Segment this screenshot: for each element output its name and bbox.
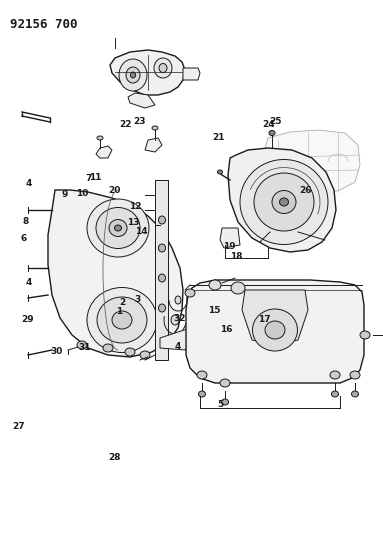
Ellipse shape	[265, 321, 285, 339]
Text: 25: 25	[270, 117, 282, 126]
Ellipse shape	[96, 207, 140, 248]
Text: 13: 13	[127, 219, 139, 227]
Polygon shape	[183, 68, 200, 80]
Ellipse shape	[221, 399, 229, 405]
Text: 18: 18	[231, 253, 243, 261]
Ellipse shape	[126, 67, 140, 83]
Ellipse shape	[171, 315, 179, 325]
Text: 22: 22	[119, 120, 132, 128]
Text: 10: 10	[76, 189, 88, 198]
Ellipse shape	[77, 341, 87, 349]
Ellipse shape	[209, 280, 221, 290]
Text: 19: 19	[224, 242, 236, 251]
Text: 4: 4	[26, 180, 32, 188]
Ellipse shape	[332, 391, 339, 397]
Polygon shape	[262, 130, 360, 195]
Text: 8: 8	[23, 217, 29, 225]
Text: 31: 31	[79, 343, 91, 352]
Polygon shape	[155, 180, 168, 360]
Text: 11: 11	[89, 173, 101, 182]
Ellipse shape	[197, 371, 207, 379]
Ellipse shape	[152, 126, 158, 130]
Ellipse shape	[131, 72, 136, 78]
Ellipse shape	[218, 170, 223, 174]
Ellipse shape	[175, 296, 181, 304]
Text: 17: 17	[258, 316, 270, 324]
Text: 24: 24	[262, 120, 274, 128]
Text: 30: 30	[51, 348, 63, 356]
Ellipse shape	[115, 225, 121, 231]
Polygon shape	[186, 280, 364, 383]
Text: 16: 16	[220, 325, 232, 334]
Ellipse shape	[352, 391, 358, 397]
Text: 3: 3	[135, 295, 141, 304]
Text: 5: 5	[217, 400, 223, 408]
Ellipse shape	[185, 289, 195, 297]
Text: 32: 32	[173, 314, 185, 323]
Ellipse shape	[87, 199, 149, 257]
Text: 6: 6	[21, 235, 27, 243]
Ellipse shape	[159, 304, 165, 312]
Ellipse shape	[272, 190, 296, 214]
Text: 21: 21	[212, 133, 224, 142]
Text: 4: 4	[26, 278, 32, 287]
Ellipse shape	[159, 63, 167, 72]
Ellipse shape	[240, 159, 328, 245]
Polygon shape	[128, 93, 155, 108]
Polygon shape	[145, 138, 162, 152]
Ellipse shape	[254, 173, 314, 231]
Text: 4: 4	[175, 342, 181, 351]
Ellipse shape	[280, 198, 288, 206]
Ellipse shape	[103, 344, 113, 352]
Polygon shape	[48, 190, 183, 357]
Ellipse shape	[125, 348, 135, 356]
Text: 9: 9	[61, 190, 67, 199]
Ellipse shape	[159, 216, 165, 224]
Text: 23: 23	[133, 117, 145, 126]
Ellipse shape	[140, 351, 150, 359]
Ellipse shape	[220, 379, 230, 387]
Ellipse shape	[87, 287, 157, 352]
Ellipse shape	[109, 220, 127, 237]
Text: 28: 28	[109, 453, 121, 462]
Ellipse shape	[159, 274, 165, 282]
Text: 15: 15	[208, 306, 221, 314]
Text: 12: 12	[129, 203, 141, 211]
Ellipse shape	[97, 136, 103, 140]
Text: 20: 20	[109, 187, 121, 195]
Ellipse shape	[330, 371, 340, 379]
Polygon shape	[96, 146, 112, 158]
Text: 7: 7	[85, 174, 91, 183]
Polygon shape	[228, 148, 336, 252]
Text: 29: 29	[21, 316, 34, 324]
Ellipse shape	[154, 58, 172, 78]
Ellipse shape	[350, 371, 360, 379]
Ellipse shape	[360, 331, 370, 339]
Polygon shape	[110, 50, 185, 95]
Polygon shape	[220, 228, 240, 248]
Text: 92156 700: 92156 700	[10, 18, 77, 31]
Ellipse shape	[119, 59, 147, 91]
Text: 14: 14	[135, 228, 147, 236]
Ellipse shape	[159, 244, 165, 252]
Polygon shape	[242, 290, 308, 345]
Ellipse shape	[97, 297, 147, 343]
Ellipse shape	[198, 391, 206, 397]
Text: 1: 1	[116, 308, 122, 316]
Text: 2: 2	[119, 298, 126, 307]
Ellipse shape	[269, 131, 275, 135]
Text: 26: 26	[300, 187, 312, 195]
Ellipse shape	[252, 309, 298, 351]
Text: 27: 27	[12, 422, 25, 431]
Ellipse shape	[112, 311, 132, 329]
Ellipse shape	[231, 282, 245, 294]
Polygon shape	[160, 328, 198, 350]
